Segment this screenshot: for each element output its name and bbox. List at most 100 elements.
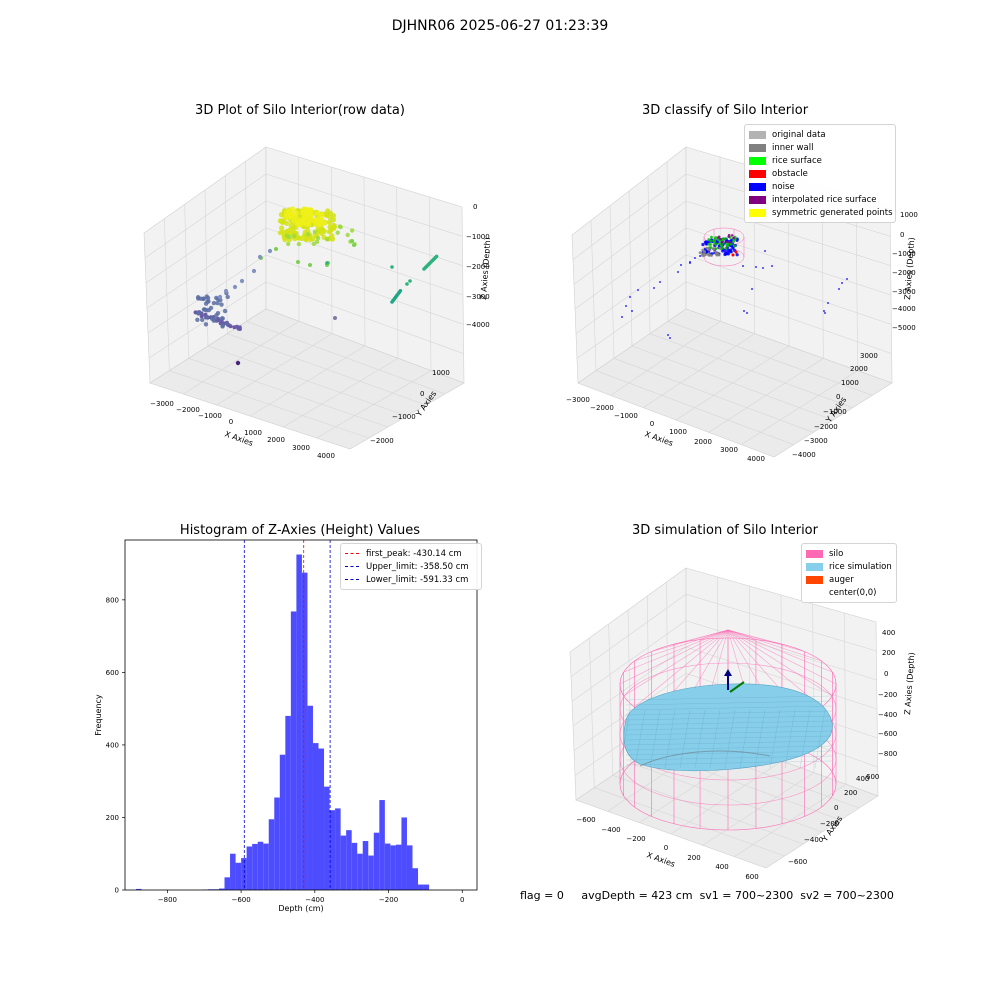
rice-surface-mesh [619,695,833,769]
panel1-zlabel: Z Axies (Depth) [479,237,490,300]
flag-text: flag = 0 [520,889,564,902]
gridline [741,370,858,445]
gridline [245,161,247,322]
panel2-x-ticks: −3000 −2000 −1000 0 1000 2000 3000 4000 [566,396,765,463]
data-point [286,234,292,240]
panel4-xtick: −200 [626,835,645,843]
histogram-bar [423,884,430,890]
panel2-xtick: 4000 [747,455,765,463]
panel2-points [621,233,848,339]
data-point [203,322,209,327]
mesh-line [679,709,691,769]
rice-surface-point [713,237,717,241]
swatch-interpolated [749,195,766,204]
data-point [287,214,294,220]
panel4-ztick: 0 [884,670,888,678]
gridline [316,370,432,439]
panel4-ytick: −200 [820,820,839,828]
legend-line-upper-limit [345,566,359,567]
panel1-xtick: −2000 [176,406,200,414]
histogram-bar [246,846,253,890]
data-point [434,254,439,259]
rice-surface-point [709,246,713,249]
histogram-bar [329,810,336,890]
panel1-ztick: −1000 [466,233,490,241]
mesh-line [724,709,736,769]
histogram-bar [290,611,297,890]
mesh-line [754,709,766,769]
data-point [215,300,220,306]
histogram-bar [257,841,264,890]
histogram-xtick-label: −800 [158,896,177,904]
panel4-xtick: 400 [715,863,728,871]
panel1-x-ticks: −3000 −2000 −1000 0 1000 2000 3000 4000 [150,400,335,460]
panel4-xtick: 600 [745,873,758,880]
mesh-line [625,715,833,721]
data-point [352,243,356,247]
legend-label: original data [772,129,826,140]
legend-item-interpolated: interpolated rice surface [749,193,891,206]
noise-point [659,281,661,283]
swatch-noise [749,182,766,191]
histogram-bar [312,743,319,890]
data-point [200,317,205,323]
panel2-ytick: −3000 [804,437,828,445]
data-point [224,321,230,326]
noise-point [735,253,739,257]
data-point [274,247,278,251]
panel1-xtick: 1000 [244,429,262,437]
data-point [285,241,291,247]
histogram-bar [379,800,385,890]
panel2-ytick: 2000 [850,365,868,373]
noise-point [625,305,627,307]
mesh-line [664,709,676,769]
panel2-ztick: −4000 [892,305,916,313]
noise-point [667,334,669,336]
panel4-xlabel: X Axies [645,850,676,869]
panel2-ytick: 3000 [860,352,878,360]
data-point [206,307,212,313]
panel2-xtick: 1000 [669,428,687,436]
sv2-text: sv2 = 700~2300 [800,889,894,902]
histogram-bar [274,797,280,890]
histogram-bar [362,841,369,890]
data-point [327,219,333,226]
data-point [305,232,311,237]
panel2-y-ticks: −4000 −3000 −2000 −1000 0 1000 2000 3000 [792,352,878,459]
panel4-zlabel: Z Axies (Depth) [903,652,916,715]
data-point [315,235,321,241]
histogram-bar [263,843,269,890]
panel1-ztick: −3000 [466,293,490,301]
data-point [398,289,403,293]
panel2-ytick: −1000 [823,408,847,416]
inner-wall-point [710,254,713,257]
histogram-xtick-label: −200 [379,896,398,904]
histogram-bar [296,554,302,890]
panel2-xtick: 0 [650,420,654,428]
legend-item-noise: noise [749,180,891,193]
legend-item-silo: silo [806,547,892,560]
legend-item-upper-limit: Upper_limit: -358.50 cm [345,560,477,573]
data-point [333,316,337,320]
gridline [734,784,847,857]
histogram-xtick-label: 0 [460,896,464,904]
noise-point [846,278,848,280]
legend-label: auger [829,574,854,585]
noise-point [771,265,773,267]
data-point [291,217,297,224]
noise-point [824,312,826,314]
auger-direction-arrow [729,681,745,693]
data-point [335,230,340,235]
panel1-xtick: 4000 [317,452,335,460]
legend-item-symmetric: symmetric generated points [749,206,893,219]
legend-item-first-peak: first_peak: -430.14 cm [345,547,477,560]
swatch-obstacle [749,169,766,178]
histogram-bar [346,830,352,890]
panel2-zlabel: Z Axies (Depth) [903,237,916,300]
panel4-xtick: 0 [664,844,668,852]
data-point [205,299,210,304]
data-point [196,311,201,316]
noise-point [680,264,682,266]
legend-line-lower-limit [345,579,359,580]
panel2-xtick: −2000 [590,404,614,412]
